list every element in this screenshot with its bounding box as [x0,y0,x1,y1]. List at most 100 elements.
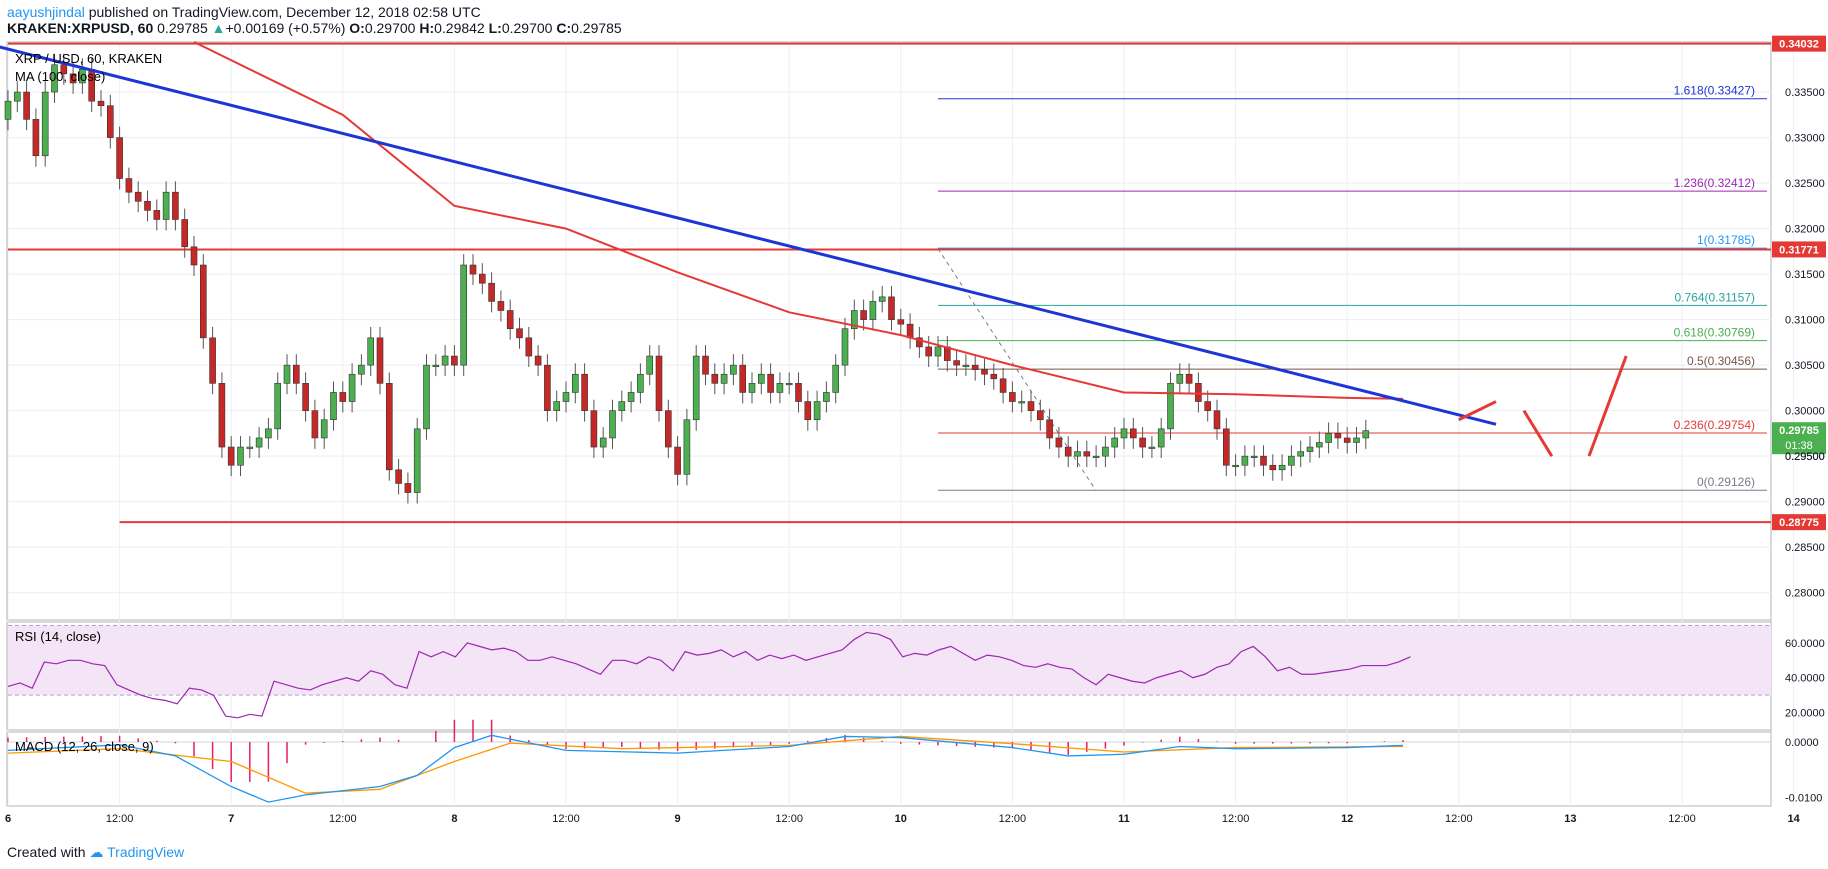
candle-body [823,392,830,402]
candle-body [246,446,254,449]
candle-body [181,219,188,248]
candle-body [497,301,505,311]
candle-body [544,364,551,411]
candle-body [1260,455,1267,466]
candle-body [227,446,235,466]
price-tick-label: 0.31000 [1785,315,1825,327]
price-tick-label: 0.30000 [1785,406,1825,418]
candle-body [1353,437,1360,443]
candle-body [730,364,737,375]
candle-body [516,328,523,339]
fib-label: 1.236(0.32412) [1674,176,1755,190]
candle-body [1250,455,1258,458]
macd-indicator: 0.0000 -0.0100 [7,719,1822,805]
candle-body [916,337,923,348]
candle-body [609,410,616,439]
price-change: +0.00169 (+0.57%) [225,20,346,36]
candle-body [367,337,375,366]
price-tick-label: 0.31500 [1785,269,1825,281]
candle-body [832,364,840,393]
candle-body [674,446,681,475]
time-tick-label: 12:00 [999,813,1027,825]
candle-body [748,383,756,393]
candle-body [209,337,216,384]
last-price: 0.29785 [157,20,208,36]
candle-body [441,355,449,366]
time-tick-label: 12 [1341,813,1353,825]
price-tick-label: 0.33500 [1785,87,1825,99]
candle-body [1223,428,1230,466]
candle-body [116,137,123,179]
time-tick-label: 12:00 [329,813,357,825]
resistance-top-price-tag [1772,35,1826,52]
tradingview-brand[interactable]: TradingView [107,844,185,860]
candle-body [841,328,849,366]
author-link[interactable]: aayushjindal [7,4,85,20]
time-tick-label: 9 [675,813,681,825]
footer: Created with ☁ TradingView [7,844,184,861]
candle-body [1362,430,1370,439]
rsi-line [7,631,1411,719]
fib-label: 0(0.29126) [1697,475,1755,489]
candle-body [962,364,970,367]
time-tick-label: 11 [1118,813,1130,825]
candle-body [23,91,30,120]
projection-stroke [1522,409,1554,457]
rsi-band [8,625,1771,696]
bearish-trend-line [0,45,1497,426]
candle-body [478,273,486,284]
fibonacci-levels: 1.618(0.33427) 1.236(0.32412) 1(0.31785) 0.… [937,84,1767,492]
fib-label: 0.236(0.29754) [1674,418,1755,432]
candle-body [553,401,561,411]
candle-body [1074,451,1081,457]
open-label: O: [349,20,365,36]
price-pane[interactable] [6,41,1772,621]
projection-stroke [1458,400,1497,422]
support-price-tag [1772,514,1826,531]
candle-body [720,373,728,384]
candle-body [1139,437,1146,448]
time-tick-label: 6 [5,813,11,825]
candle-body [469,264,477,275]
up-arrow-icon: ▲ [211,20,226,36]
fib-label: 0.764(0.31157) [1674,290,1755,304]
candle-body [785,383,793,386]
candle-body [1325,433,1332,443]
time-tick-label: 12:00 [1222,813,1250,825]
candle-body [878,296,886,302]
candle-body [311,410,319,439]
candle-body [451,355,458,366]
candle-body [1046,419,1053,439]
candle-body [69,73,77,84]
candle-body [1213,410,1221,430]
candle-body [376,337,384,384]
moving-average-line [193,41,1404,400]
candle-body [590,410,598,448]
candle-body [395,469,402,484]
macd-pane[interactable] [6,731,1772,807]
candle-body [692,355,700,421]
candle-body [1148,446,1156,449]
candle-body [153,210,161,220]
candle-body [125,178,133,193]
candle-body [413,428,421,493]
macd-legend: MACD (12, 26, close, 9) [15,739,154,754]
candle-body [571,373,579,393]
price-tick-label: 0.30500 [1785,360,1825,372]
time-tick-label: 12:00 [1445,813,1473,825]
candle-body [1167,383,1174,430]
published-text: published on TradingView.com, December 1… [88,4,481,20]
candle-body [134,191,142,202]
low-value: 0.29700 [501,20,553,36]
tradingview-logo-icon[interactable]: ☁ [89,844,104,860]
candle-body [562,392,570,402]
candle-body [488,282,495,302]
current-price-label: 0.29785 [1779,425,1819,437]
candle-body [1278,464,1286,471]
candle-body [330,392,337,421]
candle-body [897,319,905,325]
candle-body [1111,437,1118,448]
candle-body [162,191,170,220]
candle-body [1055,437,1063,448]
